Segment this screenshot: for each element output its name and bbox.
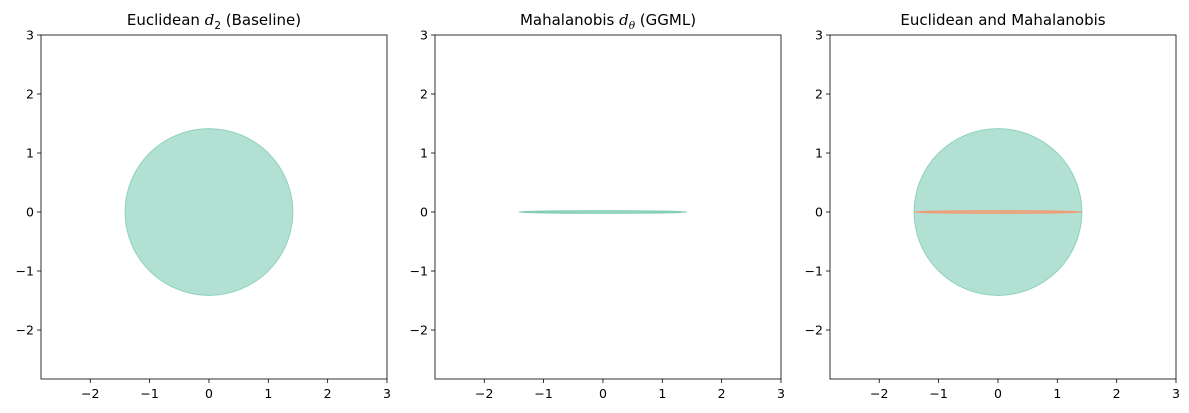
x-tick-label: 1	[658, 386, 666, 401]
x-tick-label: 3	[777, 386, 785, 401]
axes-frame	[40, 34, 388, 380]
x-tick-label: 0	[205, 386, 213, 401]
y-tick-label: 2	[26, 87, 34, 102]
plot-area	[124, 128, 294, 296]
chart-panel-1: −2 −1 0 1 2 3 −2 −1 0 1 2 3 Euclidean d2 (Baseline)	[16, 11, 391, 401]
y-tick-label: −1	[410, 264, 428, 279]
x-tick-label: 3	[383, 386, 391, 401]
axes-frame	[829, 34, 1177, 380]
y-tick-label: 1	[26, 146, 34, 161]
y-tick-label: 0	[815, 205, 823, 220]
y-tick-label: 0	[26, 205, 34, 220]
x-tick-label: −2	[81, 386, 99, 401]
y-tick-label: 3	[26, 28, 34, 43]
y-tick-label: 3	[815, 28, 823, 43]
x-tick-label: 1	[1053, 386, 1061, 401]
y-tick-label: −2	[805, 323, 823, 338]
x-tick-label: −2	[475, 386, 493, 401]
chart-title: Euclidean d2 (Baseline)	[127, 11, 301, 32]
plot-area	[913, 128, 1083, 296]
x-tick-label: 2	[718, 386, 726, 401]
y-tick-label: 3	[420, 28, 428, 43]
x-tick-label: 1	[264, 386, 272, 401]
chart-title: Euclidean and Mahalanobis	[900, 11, 1105, 29]
x-tick-label: −1	[929, 386, 947, 401]
ellipse-region	[913, 210, 1083, 214]
x-tick-label: 2	[324, 386, 332, 401]
x-tick-label: −1	[140, 386, 158, 401]
x-tick-label: 0	[599, 386, 607, 401]
chart-panel-3: −2 −1 0 1 2 3 −2 −1 0 1 2 3 Euclidean and Mahalanobi…	[805, 11, 1180, 401]
plot-area	[518, 210, 688, 214]
x-tick-label: 3	[1172, 386, 1180, 401]
x-tick-label: 2	[1113, 386, 1121, 401]
circle-region	[124, 128, 294, 296]
y-tick-label: 0	[420, 205, 428, 220]
chart-panel-2: −2 −1 0 1 2 3 −2 −1 0 1 2 3 Mahalanobis dθ (GGML)	[410, 11, 785, 401]
y-tick-label: −2	[410, 323, 428, 338]
ellipse-region	[518, 210, 688, 214]
x-tick-label: −1	[534, 386, 552, 401]
x-tick-label: 0	[994, 386, 1002, 401]
y-tick-label: 1	[420, 146, 428, 161]
axes-frame	[434, 34, 782, 380]
chart-title: Mahalanobis dθ (GGML)	[520, 11, 696, 32]
y-tick-label: 1	[815, 146, 823, 161]
y-tick-label: 2	[420, 87, 428, 102]
y-tick-label: −1	[16, 264, 34, 279]
y-tick-label: −1	[805, 264, 823, 279]
x-tick-label: −2	[870, 386, 888, 401]
y-tick-label: −2	[16, 323, 34, 338]
y-tick-label: 2	[815, 87, 823, 102]
